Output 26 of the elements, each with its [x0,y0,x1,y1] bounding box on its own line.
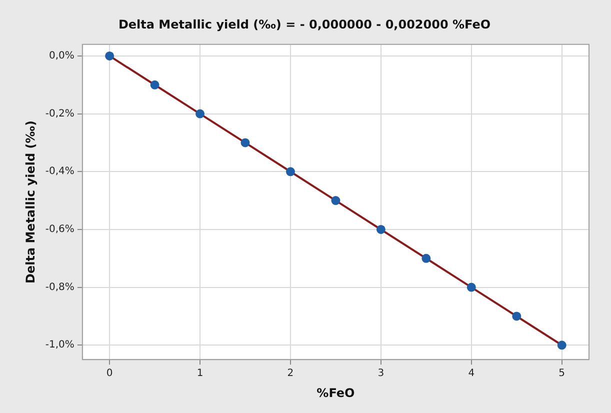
point [331,196,340,206]
y-tick-label: 0,0% [49,50,74,62]
point [240,138,250,148]
point [557,340,566,350]
x-axis-title: %FeO [316,386,355,400]
point [150,80,160,90]
point [196,109,205,118]
point [105,51,114,60]
x-tick-label: 2 [287,368,294,380]
y-axis-title: Delta Metallic yield (‰) [23,120,38,284]
y-tick-label: -0,8% [45,282,74,293]
y-tick-label: -0,4% [45,166,74,178]
point [286,167,295,176]
point [422,254,431,263]
y-tick-label: -0,6% [45,224,74,236]
point [466,282,476,292]
point [512,312,522,321]
x-tick-label: 5 [558,368,566,380]
x-tick-label: 3 [378,368,384,380]
x-tick-label: 1 [196,368,204,380]
point [376,224,386,234]
x-tick-label: 4 [468,368,475,380]
y-tick-label: -0,2% [45,108,74,120]
x-tick-label: 0 [106,368,113,380]
y-tick-label: -1,0% [45,340,74,351]
chart-title: Delta Metallic yield (‰) = - 0,000000 - 0,002000 %FeO [118,17,491,32]
